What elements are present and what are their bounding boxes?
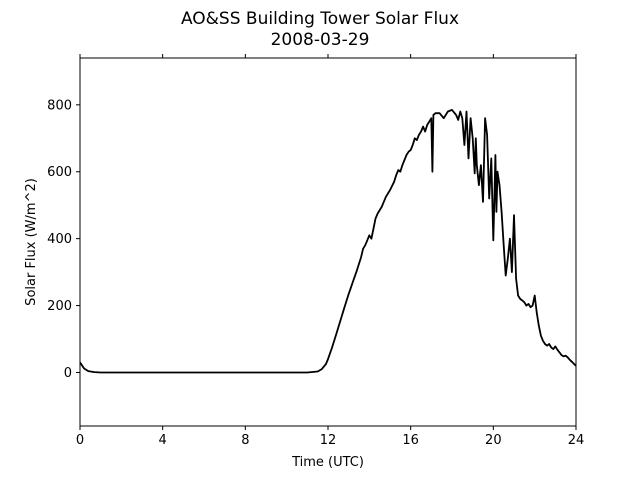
x-axis-label: Time (UTC) (291, 455, 364, 470)
y-axis-label: Solar Flux (W/m^2) (24, 178, 39, 306)
y-tick-label: 400 (47, 232, 72, 247)
x-tick-label: 12 (320, 433, 337, 448)
y-tick-label: 200 (47, 299, 72, 314)
x-tick-label: 0 (76, 433, 84, 448)
series-line-0 (79, 109, 577, 374)
tick-layer: 0 4 8 12 16 20 24 0 200 400 600 800 (47, 54, 584, 448)
x-tick-label: 4 (159, 433, 167, 448)
x-tick-label: 16 (402, 433, 419, 448)
y-tick-label: 800 (47, 98, 72, 113)
plot-frame (79, 57, 577, 427)
x-tick-label: 8 (241, 433, 249, 448)
data-layer (79, 109, 577, 374)
y-tick-label: 0 (64, 366, 72, 381)
x-tick-label: 24 (568, 433, 585, 448)
chart-subtitle: 2008-03-29 (271, 30, 370, 50)
chart-title: AO&SS Building Tower Solar Flux (181, 9, 459, 29)
x-tick-label: 20 (485, 433, 502, 448)
y-tick-label: 600 (47, 165, 72, 180)
